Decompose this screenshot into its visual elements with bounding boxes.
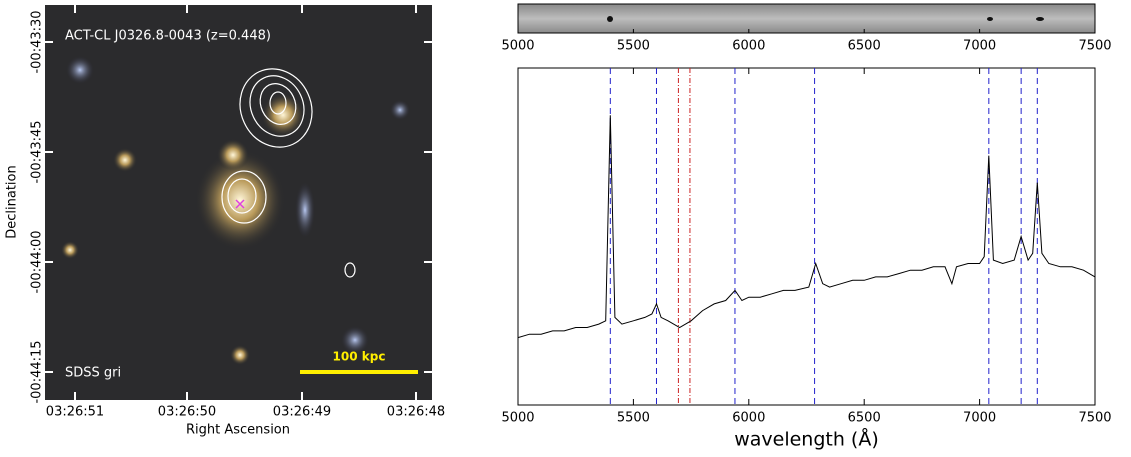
survey-label: SDSS gri [65, 366, 121, 381]
x-tick-label: 03:26:51 [46, 405, 104, 420]
x-axis-label: wavelength (Å) [734, 428, 879, 451]
x-tick-label: 5000 [501, 39, 534, 54]
spectrum-line [517, 115, 1096, 339]
x-tick-label: 5500 [617, 411, 650, 426]
x-tick-label: 6500 [848, 39, 881, 54]
x-tick-label: 7000 [963, 39, 996, 54]
image-title: ACT-CL J0326.8-0043 (z=0.448) [65, 29, 271, 44]
x-tick-label: 6000 [732, 39, 765, 54]
x-tick-label: 6500 [848, 411, 881, 426]
y-tick-label: -00:43:30 [30, 10, 45, 73]
x-tick-label: 6000 [732, 411, 765, 426]
x-tick-label: 7500 [1078, 411, 1111, 426]
x-tick-label: 5000 [501, 411, 534, 426]
y-tick-label: -00:43:45 [30, 120, 45, 183]
spectrum-2d [517, 3, 1096, 34]
x-tick-label: 03:26:49 [273, 405, 331, 420]
x-tick-label: 7000 [963, 411, 996, 426]
y-tick-label: -00:44:00 [30, 230, 45, 293]
x-tick-label: 7500 [1078, 39, 1111, 54]
plot-frame [517, 67, 1096, 406]
y-tick-label: -00:44:15 [30, 340, 45, 403]
sky-image [45, 5, 432, 400]
x-tick-label: 03:26:50 [158, 405, 216, 420]
x-axis-label: Right Ascension [186, 423, 290, 438]
x-tick-label: 03:26:48 [387, 405, 445, 420]
scale-bar-label: 100 kpc [333, 350, 386, 364]
x-tick-label: 5500 [617, 39, 650, 54]
strip-features [607, 16, 1044, 22]
y-axis-label: Declination [5, 165, 20, 239]
